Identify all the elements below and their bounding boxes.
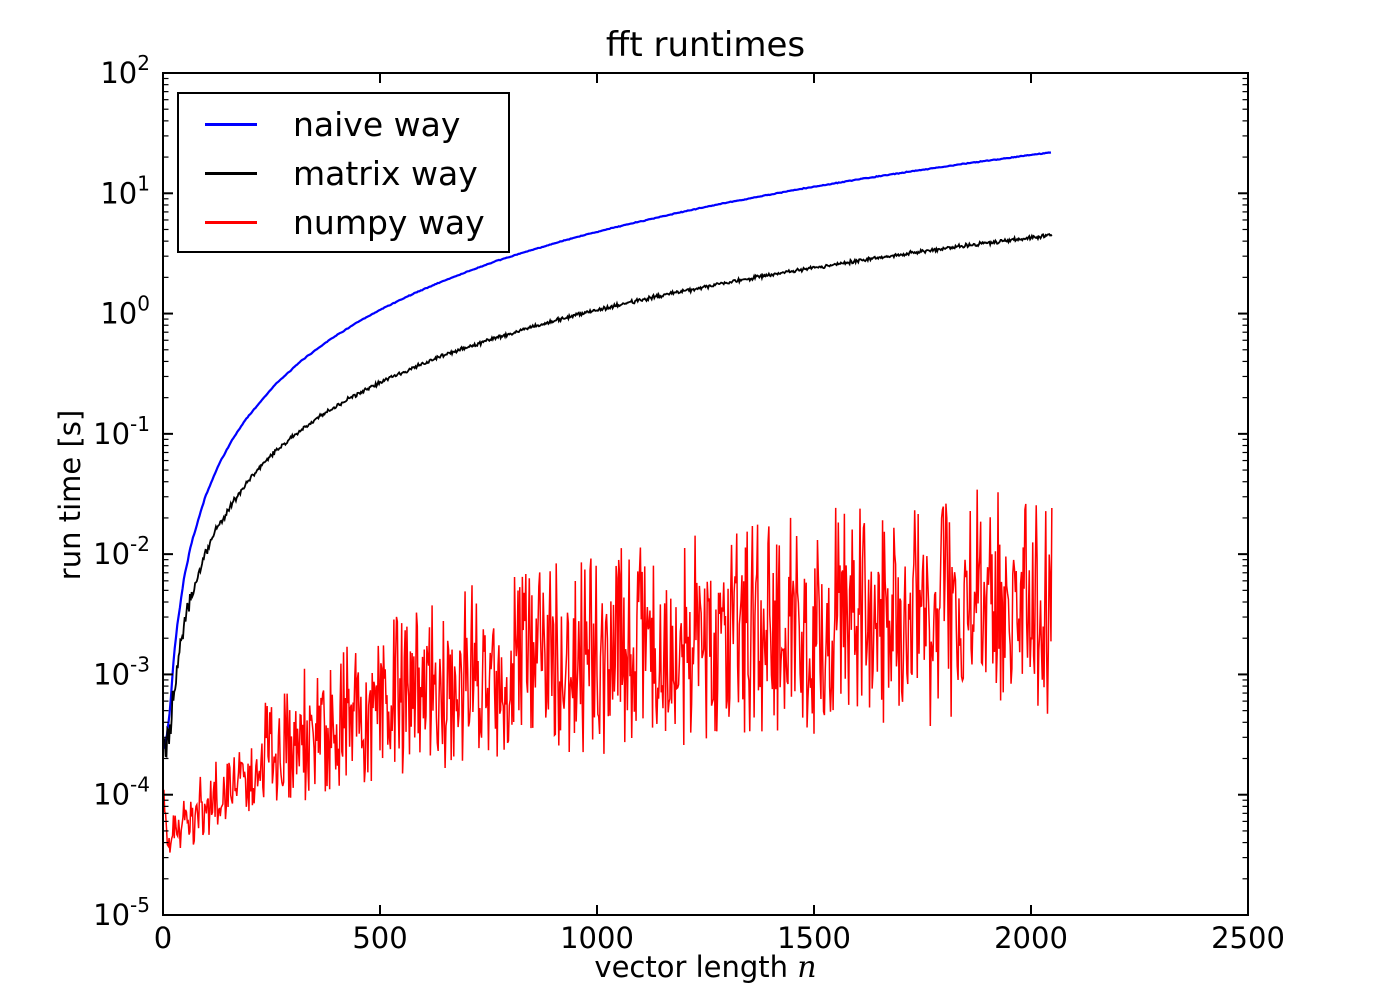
series-numpy-way-line: [163, 489, 1053, 853]
y-tick-label: 100: [100, 292, 150, 331]
y-tick-label: 10-2: [93, 532, 150, 571]
legend-label-numpy-way: numpy way: [293, 203, 485, 242]
x-tick-label: 500: [352, 921, 407, 955]
y-tick-label: 10-5: [93, 893, 150, 932]
plot-border: [162, 72, 1249, 916]
y-axis-label: run time [s]: [53, 409, 87, 581]
series-naive-way-line: [163, 151, 1052, 749]
y-tick-label: 101: [100, 171, 150, 210]
x-axis-label-text: vector length: [594, 950, 789, 984]
x-axis-label: vector length n: [163, 950, 1248, 985]
y-tick-label: 102: [100, 51, 150, 90]
legend-label-naive-way: naive way: [293, 105, 461, 144]
x-tick-label: 2000: [994, 921, 1068, 955]
x-tick-label: 0: [154, 921, 172, 955]
legend-entry-numpy-way: numpy way: [179, 198, 508, 247]
legend: naive way matrix way numpy way: [177, 92, 510, 253]
legend-label-matrix-way: matrix way: [293, 154, 478, 193]
x-tick-label: 1500: [777, 921, 851, 955]
chart-title: fft runtimes: [605, 25, 806, 65]
legend-entry-matrix-way: matrix way: [179, 149, 508, 198]
x-tick-label: 2500: [1211, 921, 1285, 955]
y-tick-label: 10-4: [93, 773, 150, 812]
y-tick-label: 10-3: [93, 652, 150, 691]
series-matrix-way-line: [163, 233, 1053, 758]
x-axis-label-variable: n: [797, 950, 817, 985]
x-tick-label: 1000: [560, 921, 634, 955]
legend-line-sample-matrix: [205, 172, 257, 175]
legend-entry-naive-way: naive way: [179, 100, 508, 149]
y-tick-label: 10-1: [93, 412, 150, 451]
legend-line-sample-numpy: [205, 221, 257, 224]
legend-line-sample-naive: [205, 123, 257, 126]
